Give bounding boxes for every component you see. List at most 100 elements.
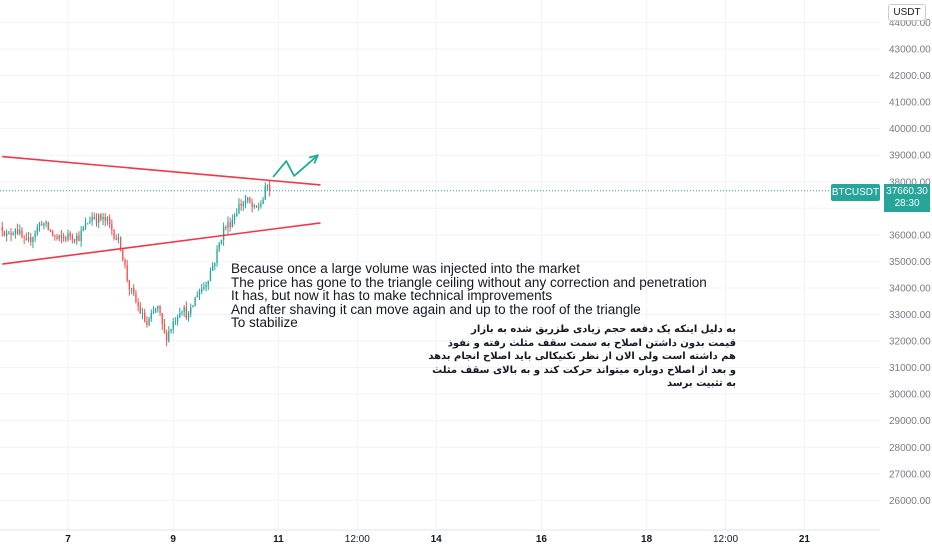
- candle: [122, 248, 124, 262]
- candle-body: [216, 249, 218, 263]
- candle: [56, 233, 58, 241]
- candle-body: [159, 305, 161, 314]
- projection-arrow: [272, 154, 319, 178]
- candle-body: [198, 291, 201, 296]
- candle-body: [268, 184, 271, 191]
- current-price-tag: 37660.30 28:30: [884, 184, 930, 212]
- candle-body: [148, 318, 150, 325]
- candle-body: [231, 219, 234, 228]
- candle: [135, 289, 137, 304]
- candle-body: [65, 237, 67, 240]
- candle: [19, 224, 21, 236]
- candle: [201, 283, 203, 295]
- candle: [117, 233, 120, 244]
- candle-body: [62, 237, 65, 239]
- candle-body: [82, 227, 85, 231]
- candle: [211, 262, 214, 271]
- candle: [165, 329, 168, 347]
- candle: [209, 267, 212, 282]
- candle-body: [102, 216, 104, 220]
- candle-body: [34, 233, 36, 238]
- annotation-line: It has, but now it has to make technical…: [231, 288, 553, 303]
- candle-body: [122, 249, 124, 260]
- candle: [159, 304, 161, 317]
- candle-body: [100, 214, 102, 220]
- candle: [179, 307, 181, 319]
- candle-body: [51, 231, 54, 236]
- candle-body: [91, 216, 93, 222]
- candle-body: [220, 239, 223, 244]
- candle: [102, 213, 104, 226]
- candle: [238, 198, 240, 215]
- candle: [268, 180, 271, 197]
- candle: [113, 229, 115, 241]
- bar-countdown: 28:30: [894, 198, 920, 209]
- annotation-persian: به دلیل اینکه یک دفعه حجم زیادی طزریق شد…: [428, 323, 736, 391]
- candle-body: [161, 313, 163, 325]
- candle: [144, 308, 146, 323]
- y-tick-label: 35000.00: [889, 257, 931, 268]
- candle: [16, 223, 19, 236]
- candle-body: [71, 236, 74, 240]
- y-tick-label: 42000.00: [889, 71, 931, 82]
- annotation-line: To stabilize: [231, 315, 298, 330]
- candle: [128, 279, 131, 296]
- candle: [73, 238, 76, 244]
- candle-body: [194, 297, 196, 307]
- candle-body: [209, 270, 212, 281]
- y-tick-label: 26000.00: [889, 496, 931, 507]
- candle: [54, 234, 56, 241]
- candle-body: [168, 331, 170, 341]
- candle: [104, 213, 106, 227]
- candle-body: [76, 235, 78, 241]
- candle: [95, 213, 98, 227]
- candle-body: [255, 205, 258, 207]
- y-tick-label: 39000.00: [889, 151, 931, 162]
- candle: [84, 217, 87, 230]
- candle-body: [222, 227, 225, 240]
- candle: [163, 319, 166, 334]
- candle: [8, 230, 10, 235]
- candle-body: [126, 265, 128, 281]
- candle-body: [19, 230, 21, 234]
- candle-body: [128, 280, 131, 290]
- candle: [181, 310, 183, 316]
- candle-body: [69, 232, 71, 237]
- candle-body: [12, 233, 14, 236]
- candle: [62, 232, 65, 242]
- candle-body: [179, 313, 181, 317]
- candle-body: [150, 313, 152, 319]
- price-axis: 44000.00 43000.00 42000.00 41000.00 40000.00…: [889, 18, 931, 507]
- candle: [93, 212, 95, 220]
- x-tick-label: 9: [170, 534, 176, 545]
- x-tick-label: 12:00: [345, 534, 370, 545]
- candle: [49, 229, 52, 233]
- x-tick-label: 16: [536, 534, 548, 545]
- candle: [176, 314, 179, 326]
- candle: [161, 312, 163, 330]
- candle-body: [49, 229, 52, 232]
- candle: [220, 239, 223, 245]
- candle: [244, 194, 247, 209]
- candle: [1, 221, 3, 237]
- candle-body: [1, 226, 3, 231]
- candle: [192, 304, 194, 308]
- candle: [194, 296, 196, 307]
- candle: [157, 305, 159, 313]
- candle: [5, 229, 8, 242]
- candle-body: [111, 223, 113, 230]
- currency-label[interactable]: USDT: [888, 4, 926, 21]
- candle: [266, 184, 269, 191]
- y-tick-label: 29000.00: [889, 416, 931, 427]
- candle: [214, 262, 216, 271]
- annotation-line: قیمت بدون داشتن اصلاح به سمت سقف مثلث رف…: [447, 337, 736, 349]
- candle-body: [41, 223, 43, 226]
- candle: [218, 241, 220, 253]
- candle-body: [93, 216, 95, 219]
- candle-body: [181, 311, 183, 314]
- candle-body: [5, 233, 8, 236]
- candle: [152, 306, 155, 315]
- candle: [222, 222, 225, 246]
- candle: [207, 280, 209, 291]
